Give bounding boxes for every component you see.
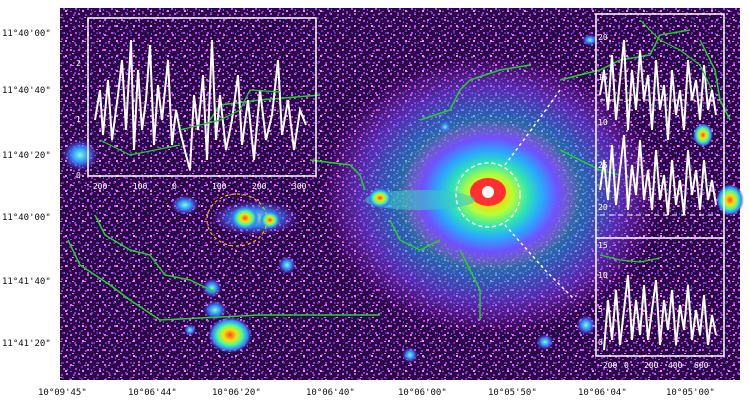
inset-right-x-tick: -200 <box>598 361 617 370</box>
inset-right-y-tick: 10 <box>598 271 608 280</box>
ra-tick-label: 10°09'45" <box>38 388 87 398</box>
inset-left-x-tick: 0 <box>172 182 177 191</box>
inset-left-x-tick: 200 <box>252 182 267 191</box>
inset-right-y-tick: 15 <box>598 241 608 250</box>
inset-right-y-tick: 25 <box>598 161 608 170</box>
inset-right-x-tick: 600 <box>694 361 709 370</box>
ra-tick-label: 10°06'00" <box>398 388 447 398</box>
dec-tick-label: 11°41'40" <box>2 277 51 287</box>
dec-tick-label: 11°40'00" <box>2 29 51 39</box>
ra-axis: 10°09'45" 10°06'44" 10°06'20" 10°06'40" … <box>38 388 715 398</box>
inset-left: 2 1 0 -200 -100 0 100 200 300 <box>76 17 317 191</box>
inset-left-x-tick: -100 <box>128 182 147 191</box>
inset-left-x-tick: -200 <box>88 182 107 191</box>
inset-right-y-tick: 20 <box>598 33 608 42</box>
ra-tick-label: 10°05'50" <box>488 388 537 398</box>
inset-right-y-tick: 0 <box>598 338 603 347</box>
inset-right-y-tick: 20 <box>598 203 608 212</box>
dec-axis: 11°40'00" 11°40'40" 11°40'20" 11°40'00" … <box>2 29 51 349</box>
inset-left-y-tick: 2 <box>76 59 81 68</box>
dec-tick-label: 11°41'20" <box>2 339 51 349</box>
inset-right-x-tick: 0 <box>624 361 629 370</box>
inset-left-x-tick: 100 <box>212 182 227 191</box>
dec-tick-label: 11°40'40" <box>2 86 51 96</box>
source-marker <box>206 193 268 247</box>
ra-tick-label: 10°05'00" <box>666 388 715 398</box>
dec-tick-label: 11°40'20" <box>2 151 51 161</box>
annotations <box>455 89 576 301</box>
inset-right-y-tick: 15 <box>598 73 608 82</box>
inset-right-x-tick: 200 <box>644 361 659 370</box>
ra-tick-label: 10°06'04" <box>578 388 627 398</box>
inset-left-y-tick: 1 <box>76 115 81 124</box>
inset-right-y-tick: 5 <box>598 305 603 314</box>
inset-left-y-tick: 0 <box>76 171 81 180</box>
ra-tick-label: 10°06'40" <box>306 388 355 398</box>
inset-right: 20 15 10 25 20 15 10 5 0 -200 0 200 400 … <box>595 13 725 370</box>
inset-right-y-tick: 10 <box>598 118 608 127</box>
ra-tick-label: 10°06'44" <box>128 388 177 398</box>
inset-left-x-tick: 300 <box>292 182 307 191</box>
ra-tick-label: 10°06'20" <box>212 388 261 398</box>
inset-right-x-tick: 400 <box>668 361 683 370</box>
dec-tick-label: 11°40'00" <box>2 213 51 223</box>
